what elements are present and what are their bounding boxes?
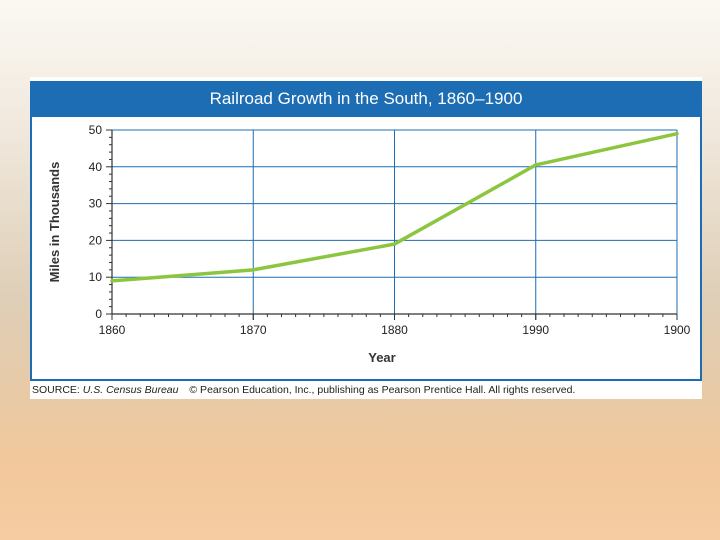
axes	[106, 129, 678, 320]
chart-frame: 0 10 20 30 40 50 1860 1870 1880 1990 1900 Miles in…	[30, 117, 702, 381]
y-tick-label: 50	[89, 123, 103, 137]
x-tick-label: 1990	[522, 323, 549, 337]
data-point	[393, 242, 396, 246]
source-line: SOURCE: U.S. Census Bureau © Pearson Edu…	[32, 384, 700, 400]
chart-figure: Railroad Growth in the South, 1860–1900 …	[30, 77, 702, 399]
x-tick-label: 1870	[240, 323, 267, 337]
data-series	[110, 131, 679, 283]
source-label: SOURCE:	[32, 384, 80, 396]
gridlines	[112, 129, 678, 314]
y-tick-label: 0	[95, 307, 102, 321]
x-axis-label: Year	[368, 350, 395, 365]
y-tick-label: 20	[89, 233, 103, 247]
data-point	[251, 268, 255, 272]
data-point	[675, 132, 679, 136]
y-tick-label: 30	[89, 197, 103, 211]
data-point	[534, 163, 538, 167]
x-tick-label: 1880	[381, 323, 408, 337]
line-chart: 0 10 20 30 40 50 1860 1870 1880 1990 1900 Miles in…	[47, 123, 691, 365]
x-tick-label: 1860	[99, 323, 126, 337]
y-tick-label: 40	[89, 160, 103, 174]
copyright-text: © Pearson Education, Inc., publishing as…	[189, 384, 576, 396]
x-tick-label: 1900	[664, 323, 691, 337]
chart-title-bar: Railroad Growth in the South, 1860–1900	[30, 81, 702, 117]
chart-title: Railroad Growth in the South, 1860–1900	[209, 89, 523, 108]
source-name: U.S. Census Bureau	[82, 384, 179, 396]
y-tick-label: 10	[89, 270, 103, 284]
tick-labels: 0 10 20 30 40 50 1860 1870 1880 1990 1900	[89, 123, 691, 337]
data-point	[110, 279, 114, 283]
y-axis-label: Miles in Thousands	[47, 162, 62, 283]
